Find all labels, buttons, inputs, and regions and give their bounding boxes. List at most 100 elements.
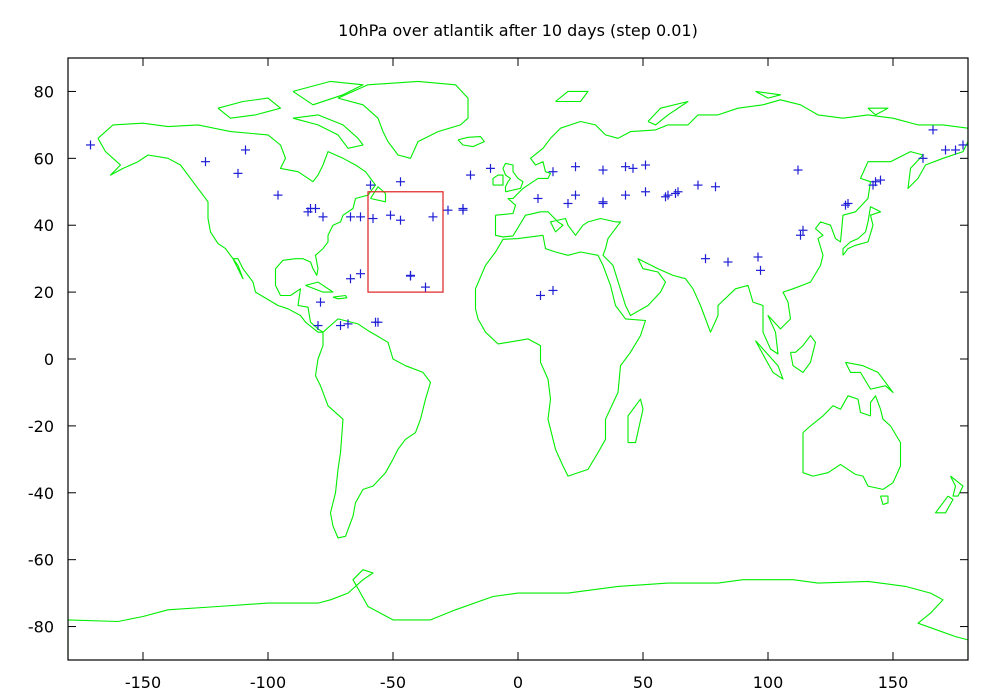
x-tick-label: 50 [633, 673, 653, 692]
data-point-marker [843, 198, 853, 208]
coastline-path [457, 136, 485, 148]
data-point-marker [466, 170, 475, 180]
data-point-marker [928, 125, 938, 135]
data-point-marker [86, 140, 95, 150]
coastline-path [802, 395, 902, 490]
data-point-marker [318, 212, 328, 222]
y-tick-label: -40 [28, 484, 54, 503]
data-point-marker [406, 271, 415, 281]
data-point-marker [368, 214, 378, 224]
coastline-path [755, 340, 784, 380]
data-point-marker [346, 212, 355, 222]
data-point-marker [918, 153, 928, 163]
coastline-path [217, 97, 282, 119]
data-point-marker [366, 180, 375, 190]
data-points [86, 125, 968, 331]
x-tick-label: -150 [125, 673, 161, 692]
data-point-marker [661, 192, 670, 202]
coastline-path [292, 114, 364, 149]
data-point-marker [871, 177, 880, 187]
coastline-path [879, 495, 889, 506]
data-point-marker [673, 187, 683, 197]
coastline-path [647, 100, 689, 126]
data-point-marker [798, 225, 808, 235]
data-point-marker [548, 167, 558, 177]
data-point-marker [356, 212, 365, 222]
data-point-marker [951, 145, 960, 155]
y-tick-label: -20 [28, 417, 54, 436]
data-point-marker [356, 269, 365, 279]
x-tick-label: -50 [380, 673, 406, 692]
data-point-marker [876, 175, 885, 185]
coastline-path [789, 335, 817, 373]
coastline-path [292, 80, 364, 106]
data-point-marker [443, 205, 453, 215]
coastline-path [474, 234, 647, 477]
data-point-marker [313, 321, 323, 331]
data-point-marker [273, 190, 283, 200]
coastline-path [627, 398, 644, 444]
y-tick-label: 60 [34, 149, 54, 168]
data-point-marker [753, 252, 763, 262]
data-point-marker [346, 274, 355, 284]
coastline-path [305, 281, 334, 293]
data-point-marker [373, 317, 383, 327]
data-point-marker [711, 182, 720, 192]
data-point-marker [396, 177, 405, 187]
data-point-marker [671, 188, 680, 198]
data-point-marker [386, 210, 395, 220]
data-point-marker [598, 197, 608, 207]
data-point-marker [563, 198, 573, 208]
y-tick-label: 40 [34, 216, 54, 235]
y-axis-ticks: 80 60 40 20 0 -20 -40 -60 -80 [28, 82, 968, 637]
data-point-marker [841, 200, 850, 210]
coastline-path [555, 90, 589, 103]
coastline-path [934, 495, 954, 514]
coastline-path [68, 569, 968, 660]
region-box-layer [367, 191, 444, 293]
coastline-path [845, 361, 894, 393]
data-point-marker [241, 145, 250, 155]
data-point-marker [641, 160, 650, 170]
data-point-marker [621, 162, 630, 172]
data-point-marker [701, 254, 710, 264]
data-point-marker [693, 180, 703, 190]
data-point-marker [343, 319, 353, 329]
data-point-marker [628, 163, 638, 173]
coastline-path [950, 475, 964, 497]
data-point-marker [428, 212, 438, 222]
data-point-marker [421, 282, 430, 292]
data-point-marker [536, 290, 545, 300]
coastline-path [755, 90, 782, 99]
y-tick-label: 80 [34, 82, 54, 101]
x-tick-label: 150 [878, 673, 909, 692]
data-point-marker [233, 168, 243, 178]
coastline-path [97, 122, 377, 333]
data-point-marker [958, 140, 968, 150]
data-point-marker [458, 204, 468, 213]
x-axis-ticks: -150 -100 -50 0 50 100 150 [125, 58, 908, 692]
data-point-marker [663, 190, 673, 200]
data-point-marker [311, 204, 320, 213]
data-point-marker [598, 165, 608, 175]
data-point-marker [396, 215, 405, 225]
coastline-path [492, 174, 504, 186]
data-point-marker [316, 297, 325, 307]
data-point-marker [548, 285, 558, 295]
coastline-path [332, 294, 348, 300]
data-point-marker [571, 190, 580, 200]
x-tick-label: 100 [753, 673, 784, 692]
coastline-path [842, 206, 882, 256]
plot-frame [67, 57, 969, 661]
x-tick-label: 0 [513, 673, 523, 692]
data-point-marker [486, 163, 495, 173]
coastlines [68, 80, 968, 660]
data-point-marker [533, 193, 543, 203]
x-tick-label: -100 [250, 673, 286, 692]
data-point-marker [796, 230, 805, 240]
y-tick-label: 20 [34, 283, 54, 302]
coastline-path [314, 318, 432, 539]
coastline-path [494, 99, 968, 355]
data-point-marker [723, 257, 733, 267]
